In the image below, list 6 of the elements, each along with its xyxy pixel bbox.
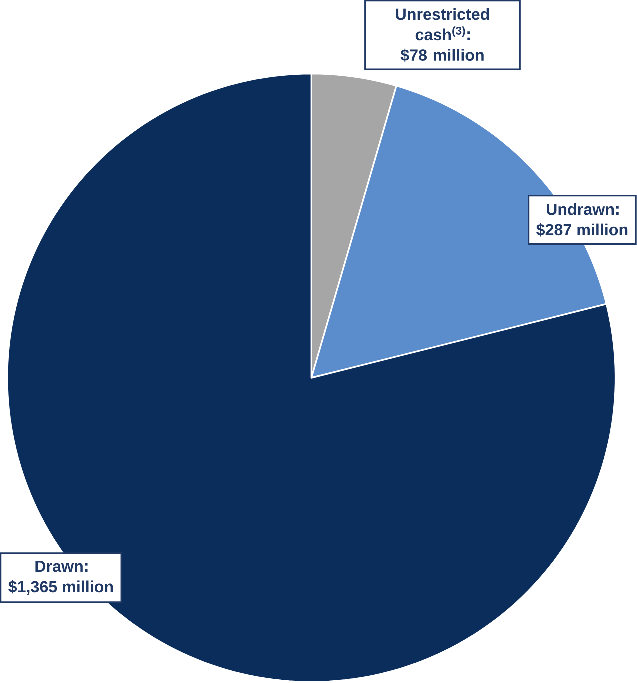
slice-label: Unrestricted cash$^{(3)}$ — [396, 8, 490, 41]
data-label: $1,365 million — [8, 580, 114, 595]
slice-label: Undrawn — [547, 203, 614, 216]
slice-label: Drawn — [36, 560, 83, 572]
data-label: $287 million — [536, 224, 628, 237]
data-label: $78 million — [400, 48, 484, 62]
